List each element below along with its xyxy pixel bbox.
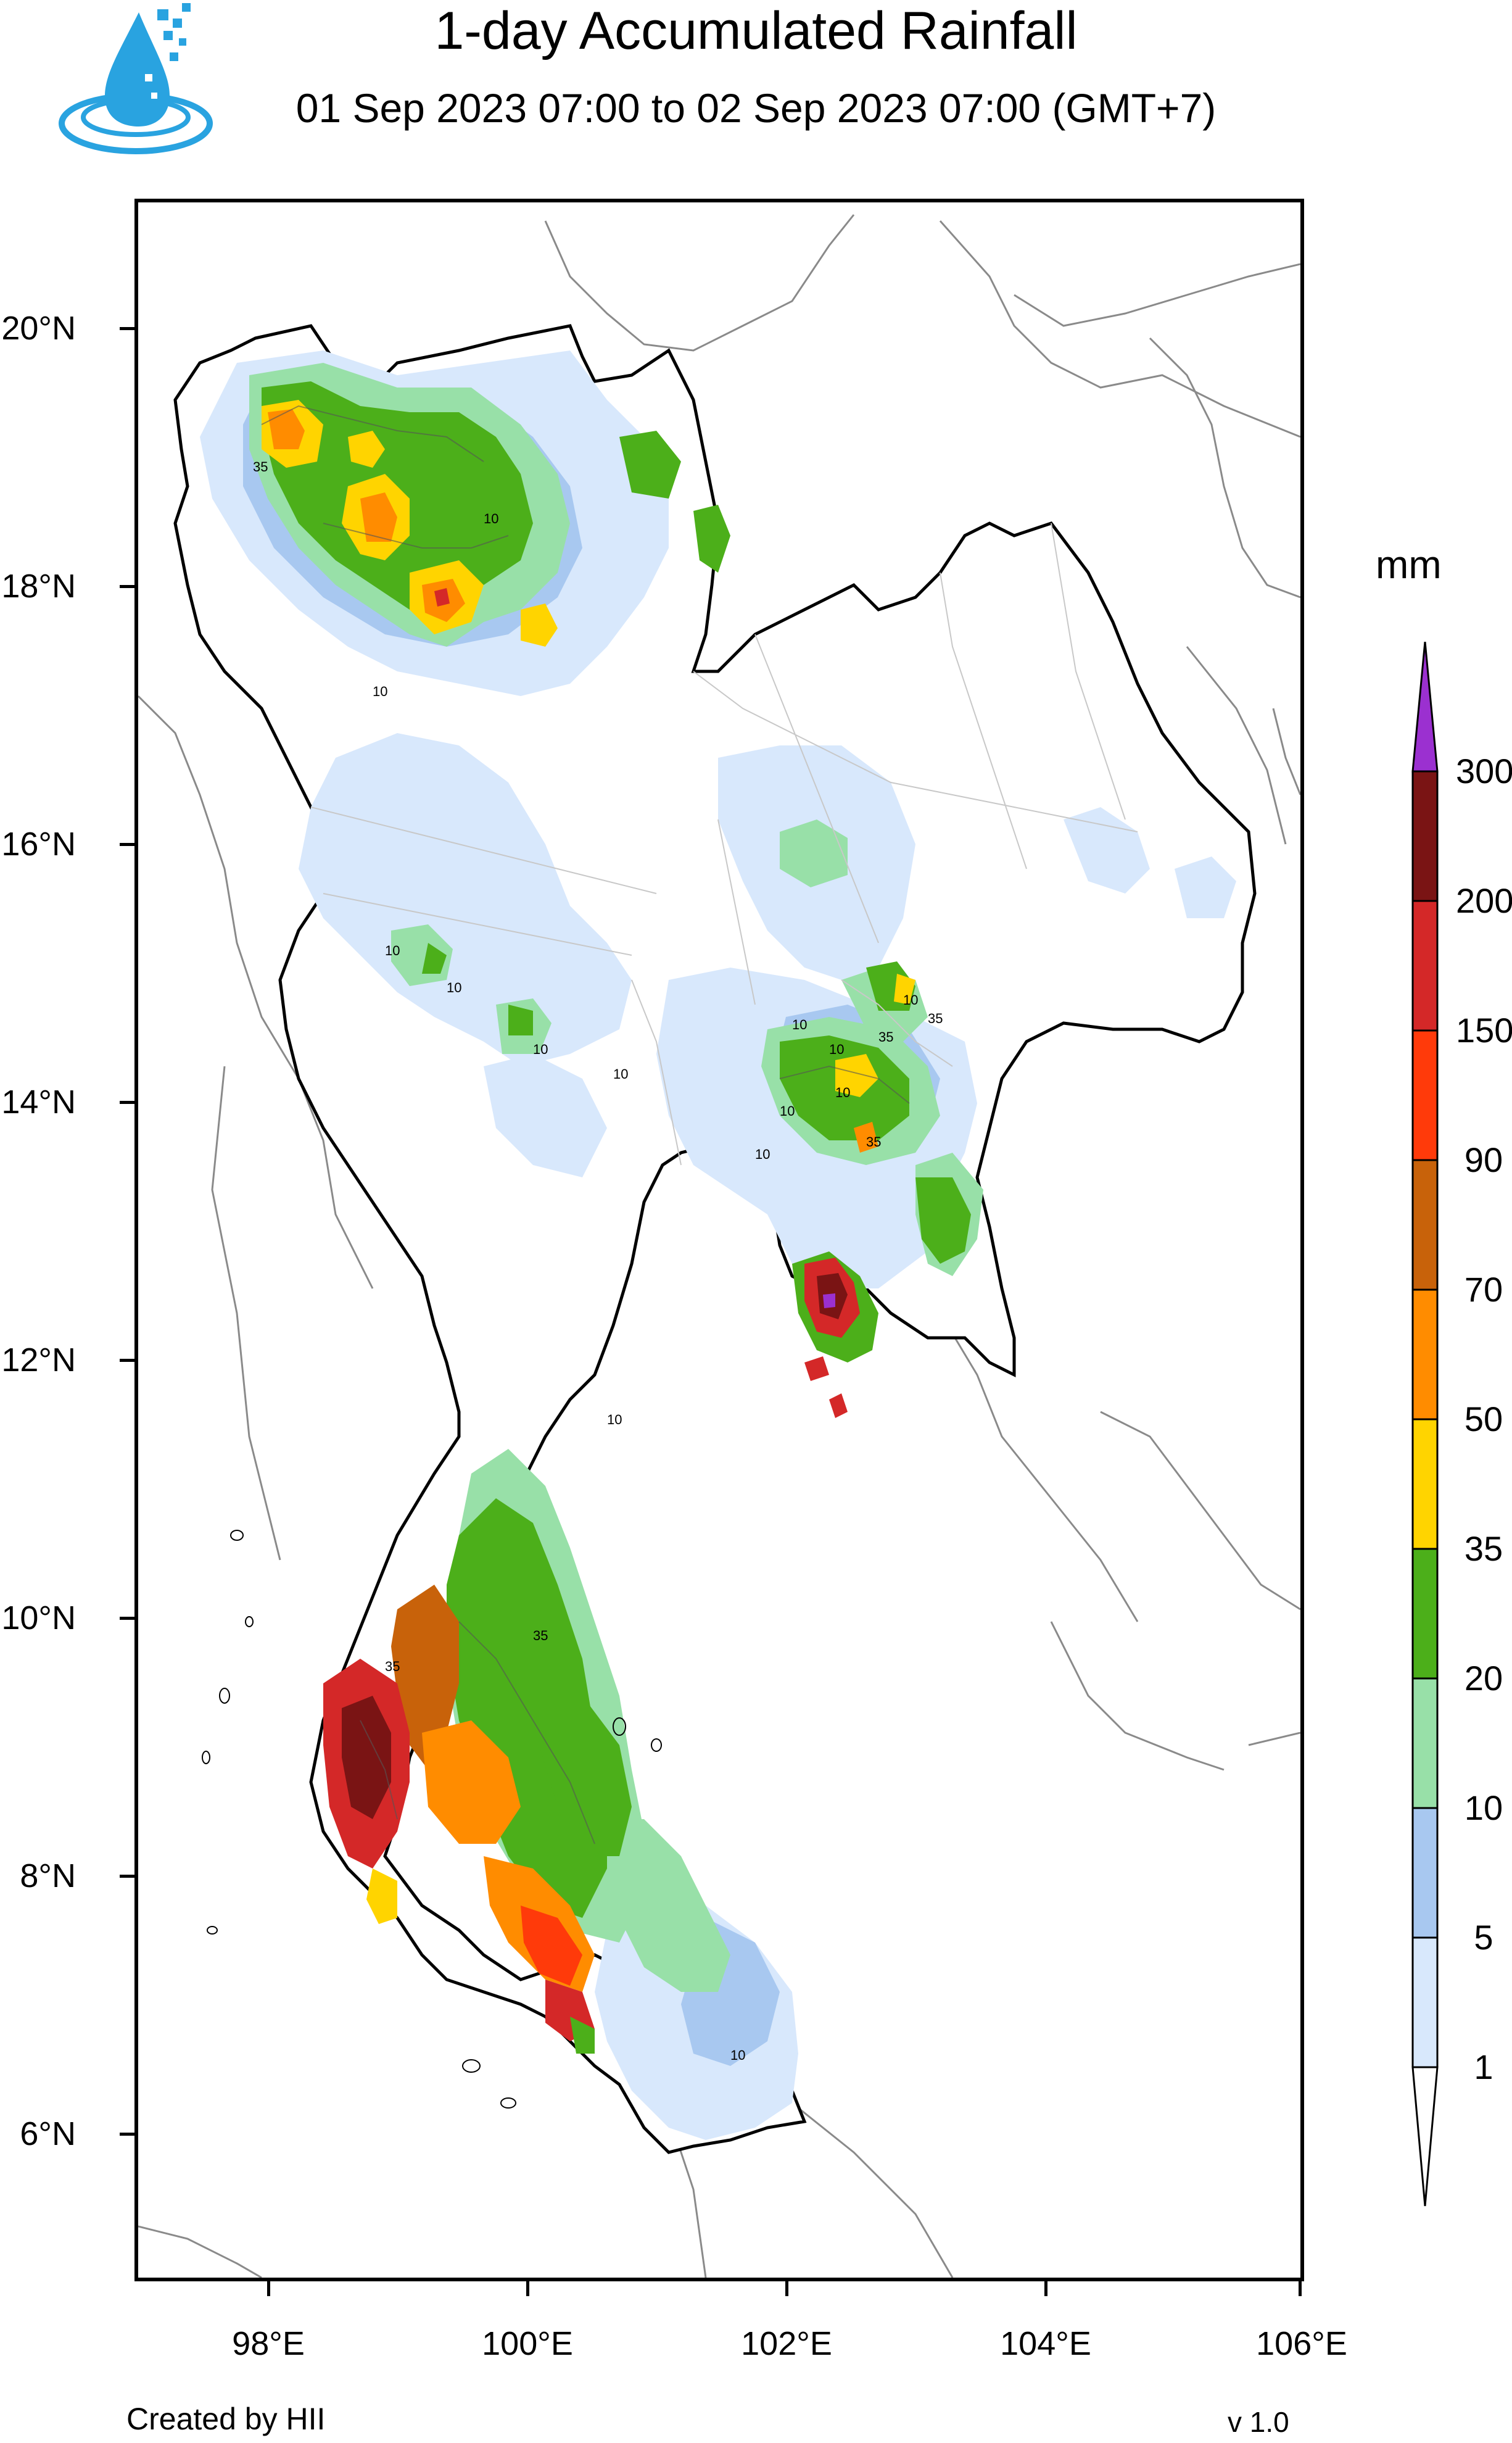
lat-tick-label: 16°N	[1, 826, 76, 863]
lon-tick-label: 100°E	[482, 2325, 573, 2362]
hii-logo-icon	[52, 0, 219, 167]
legend-unit: mm	[1376, 542, 1442, 587]
lon-tick-label: 106°E	[1256, 2325, 1347, 2362]
contour-label: 10	[533, 1042, 548, 1057]
contour-label: 10	[385, 943, 400, 958]
legend-swatch	[1411, 1936, 1439, 2068]
legend-label: 50	[1464, 1400, 1503, 1438]
legend-label: 90	[1464, 1140, 1503, 1179]
legend-colorbar	[1411, 641, 1439, 2207]
legend-swatch	[1411, 1677, 1439, 1809]
lon-tick-mark	[526, 2281, 529, 2296]
contour-label: 10	[780, 1103, 795, 1119]
credit-text: Created by HII	[126, 2402, 326, 2436]
legend-label: 1	[1474, 2047, 1493, 2086]
legend-label: 35	[1464, 1529, 1503, 1568]
legend-swatch	[1411, 1029, 1439, 1161]
map-title: 1-day Accumulated Rainfall	[434, 1, 1078, 60]
legend-label: 20	[1464, 1659, 1503, 1698]
legend-label: 200	[1456, 881, 1512, 920]
contour-label: 10	[447, 980, 461, 995]
contour-label: 10	[613, 1066, 628, 1082]
contour-label: 35	[928, 1011, 943, 1026]
contour-label: 10	[373, 684, 387, 699]
contour-label: 10	[903, 992, 918, 1008]
lat-tick-mark	[120, 1875, 134, 1878]
legend-label: 70	[1464, 1270, 1503, 1309]
contour-label: 10	[835, 1085, 850, 1100]
contour-label: 35	[385, 1659, 400, 1674]
lat-tick-label: 6°N	[20, 2115, 76, 2152]
contour-label: 10	[829, 1042, 844, 1057]
contour-label: 10	[755, 1147, 770, 1162]
legend-swatch	[1411, 1418, 1439, 1550]
legend-swatch	[1411, 1159, 1439, 1291]
legend-swatch	[1411, 770, 1439, 902]
rainfall-map: 35 10 10 10 10 10 10 10 35 10 35 10 10 3…	[134, 199, 1304, 2281]
contour-lines	[261, 405, 910, 1844]
contour-label: 10	[607, 1412, 622, 1427]
legend-swatch	[1411, 641, 1439, 773]
lat-tick-mark	[120, 1359, 134, 1362]
contour-labels: 35 10 10 10 10 10 10 10 35 10 35 10 10 3…	[253, 459, 943, 2063]
contour-label: 35	[533, 1628, 548, 1643]
lat-tick-mark	[120, 327, 134, 330]
contour-label: 10	[792, 1017, 807, 1032]
lat-tick-mark	[120, 1617, 134, 1620]
lon-tick-mark	[267, 2281, 270, 2296]
contour-label: 35	[878, 1029, 893, 1045]
legend-swatch	[1411, 1288, 1439, 1421]
lat-tick-label: 18°N	[1, 568, 76, 605]
lon-tick-label: 104°E	[1000, 2325, 1091, 2362]
contour-label: 10	[730, 2047, 745, 2063]
contour-label: 35	[253, 459, 268, 475]
lat-tick-label: 20°N	[1, 310, 76, 347]
legend-label: 10	[1464, 1788, 1503, 1827]
color-legend	[1400, 641, 1450, 2209]
lon-tick-mark	[1044, 2281, 1047, 2296]
version-text: v 1.0	[1228, 2406, 1289, 2438]
lat-tick-label: 8°N	[20, 1857, 76, 1894]
legend-swatch	[1411, 1807, 1439, 1939]
contour-label: 10	[484, 511, 498, 526]
province-borders	[310, 523, 1138, 1166]
legend-swatch	[1411, 1548, 1439, 1680]
map-subtitle: 01 Sep 2023 07:00 to 02 Sep 2023 07:00 (…	[295, 85, 1217, 131]
lat-tick-mark	[120, 843, 134, 846]
lon-tick-label: 102°E	[741, 2325, 832, 2362]
rainfall-map-svg: 35 10 10 10 10 10 10 10 35 10 35 10 10 3…	[138, 214, 1300, 2278]
legend-label: 150	[1456, 1011, 1512, 1050]
legend-label: 5	[1474, 1918, 1493, 1957]
lat-tick-mark	[120, 1101, 134, 1104]
lat-tick-label: 12°N	[1, 1342, 76, 1379]
islands	[202, 1530, 662, 2109]
lat-tick-label: 14°N	[1, 1084, 76, 1121]
lon-tick-label: 98°E	[232, 2325, 305, 2362]
legend-label: 300	[1456, 752, 1512, 790]
lon-tick-mark	[785, 2281, 788, 2296]
legend-swatch	[1411, 2066, 1439, 2207]
rainfall-shading	[200, 350, 1236, 2140]
lon-tick-mark	[1299, 2281, 1302, 2296]
lat-tick-mark	[120, 2133, 134, 2136]
lat-tick-label: 10°N	[1, 1599, 76, 1636]
legend-swatch	[1411, 900, 1439, 1032]
lat-tick-mark	[120, 585, 134, 588]
contour-label: 35	[866, 1134, 881, 1150]
